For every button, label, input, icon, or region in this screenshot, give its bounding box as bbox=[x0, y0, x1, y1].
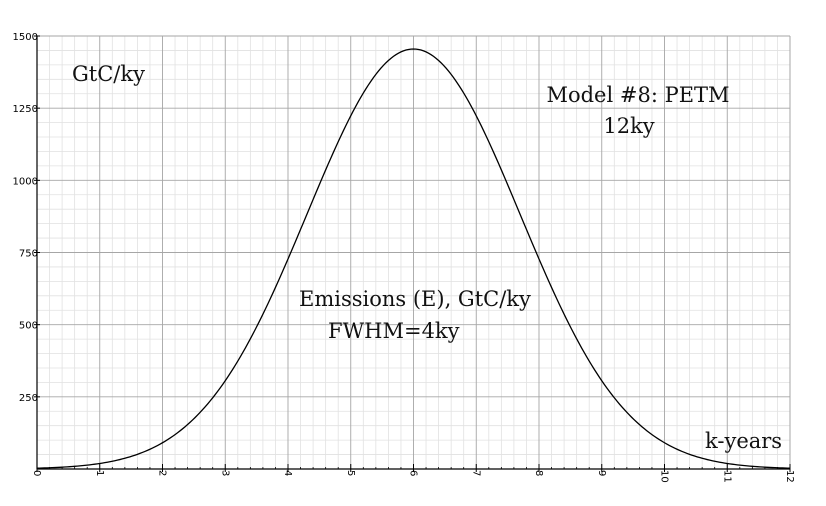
x-tick-label: 12 bbox=[784, 470, 795, 483]
x-tick-label: 4 bbox=[282, 470, 293, 476]
x-tick-label: 7 bbox=[470, 470, 481, 476]
x-tick-label: 5 bbox=[345, 470, 356, 476]
x-tick-label: 1 bbox=[94, 470, 105, 476]
x-tick-label: 11 bbox=[721, 470, 732, 483]
x-tick-label: 0 bbox=[31, 470, 42, 476]
chart-title-line-1: Model #8: PETM bbox=[546, 83, 729, 107]
x-tick-label: 9 bbox=[596, 470, 607, 476]
y-tick-label: 1250 bbox=[13, 104, 38, 115]
x-tick-label: 8 bbox=[533, 470, 544, 476]
y-tick-label: 1500 bbox=[13, 32, 38, 43]
y-tick-label: 750 bbox=[19, 249, 38, 260]
chart-title-line-2: 12ky bbox=[603, 114, 654, 138]
tick-marks bbox=[34, 35, 791, 472]
y-axis-label: GtC/ky bbox=[72, 62, 145, 86]
series-label-line-1: Emissions (E), GtC/ky bbox=[299, 287, 531, 311]
series-label-line-2: FWHM=4ky bbox=[328, 319, 460, 343]
x-tick-label: 6 bbox=[408, 470, 419, 476]
x-tick-label: 10 bbox=[659, 470, 670, 483]
y-tick-label: 250 bbox=[19, 393, 38, 404]
emissions-line bbox=[36, 48, 791, 469]
y-tick-label: 1000 bbox=[13, 176, 38, 187]
x-tick-label: 3 bbox=[219, 470, 230, 476]
x-axis-label: k-years bbox=[705, 429, 782, 453]
x-tick-label: 2 bbox=[157, 470, 168, 476]
y-tick-label: 500 bbox=[19, 321, 38, 332]
